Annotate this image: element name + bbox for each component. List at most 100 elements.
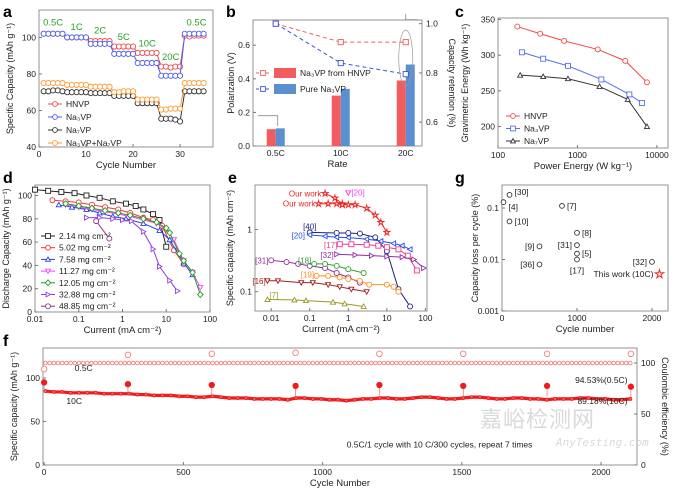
data-point	[260, 86, 266, 92]
data-point	[543, 382, 551, 389]
data-point	[93, 390, 98, 395]
data-point	[197, 360, 203, 366]
data-point	[60, 389, 65, 394]
data-point	[376, 350, 383, 358]
y2-tick-label: 0.6	[426, 117, 438, 127]
data-point	[102, 391, 106, 396]
data-point	[376, 217, 386, 227]
data-point	[574, 250, 580, 257]
data-point	[302, 396, 307, 400]
y-tick-label: 20	[23, 284, 33, 294]
data-point	[394, 396, 399, 401]
y-tick-label: 300	[481, 50, 495, 60]
data-point	[167, 277, 174, 284]
y-tick-label: 0.0	[238, 141, 250, 151]
data-point	[561, 396, 566, 401]
x-tick-label: 0.1	[73, 314, 85, 324]
data-point	[285, 360, 291, 366]
data-point	[110, 391, 115, 396]
watermark-cn: 嘉峪检测网	[480, 408, 596, 433]
data-point	[127, 391, 132, 396]
data-point	[101, 206, 109, 215]
data-point	[644, 79, 650, 86]
y-tick-label: 40	[27, 142, 37, 152]
data-point	[273, 360, 278, 366]
bar	[275, 128, 285, 146]
data-point	[93, 218, 100, 225]
data-point	[578, 396, 583, 400]
data-point	[490, 360, 495, 366]
data-point	[76, 360, 82, 366]
data-point	[510, 113, 516, 119]
series-5	[336, 241, 420, 274]
y-tick-label: 80	[27, 69, 37, 79]
panel-d: d 0.01 0.1 1 10 100 0 20 40 60 80 100 Current (mA cm…	[1, 170, 217, 336]
series-4	[62, 199, 204, 299]
data-point	[130, 88, 137, 95]
data-point	[544, 397, 549, 402]
data-point	[244, 396, 248, 400]
series-8	[311, 260, 367, 276]
data-point	[174, 287, 181, 295]
data-point	[96, 194, 103, 201]
data-point	[360, 270, 367, 276]
plot-frame	[497, 17, 669, 149]
data-point	[544, 360, 550, 366]
data-point	[45, 187, 52, 194]
data-point	[375, 242, 382, 249]
legend-label: Na₇VP	[66, 125, 91, 135]
data-point	[291, 296, 298, 303]
data-point	[210, 394, 215, 399]
reference-label: [36]	[520, 260, 534, 270]
data-point	[540, 360, 545, 366]
data-point	[335, 360, 341, 366]
data-point	[603, 360, 608, 366]
x-tick-label: 1	[120, 314, 125, 324]
data-point	[594, 396, 599, 401]
series-2	[40, 87, 207, 125]
data-point	[68, 360, 73, 366]
data-point	[76, 390, 81, 395]
y-tick-label: 1	[247, 225, 252, 235]
legend-label: 7.58 mg cm⁻²	[59, 254, 111, 264]
data-point	[252, 396, 257, 401]
x-tick-label: 0.01	[27, 314, 44, 324]
x-tick-label: 10C	[333, 148, 349, 158]
legend-label: Na₃VP from HNVP	[300, 68, 371, 78]
x-tick-label: 2000	[592, 467, 611, 477]
data-point	[333, 270, 340, 276]
data-point	[514, 23, 521, 30]
data-point	[369, 360, 374, 366]
x-axis-label: Current (mA cm⁻²)	[302, 324, 380, 335]
watermark-en: AnyTesting.com	[556, 436, 649, 449]
data-point	[306, 231, 313, 239]
data-point	[369, 396, 374, 401]
y-tick-label: 60	[23, 237, 33, 247]
data-point	[352, 397, 357, 402]
data-point	[511, 360, 516, 366]
data-point	[210, 360, 215, 366]
rate-label: 0.5C	[43, 18, 63, 29]
data-point	[574, 242, 580, 249]
legend-label: 2.14 mg cm⁻²	[59, 231, 111, 241]
data-point	[628, 360, 633, 366]
legend-swatch	[274, 68, 296, 78]
data-point	[395, 246, 402, 253]
series-1	[40, 30, 207, 79]
x-axis-label: Cycle Number	[310, 478, 370, 489]
data-point	[185, 360, 190, 366]
data-point	[247, 360, 253, 366]
y-tick-label: 80	[23, 214, 33, 224]
data-point	[436, 396, 441, 400]
x-tick-label: 1000	[568, 313, 587, 323]
data-point	[486, 360, 491, 366]
data-point	[264, 360, 270, 366]
data-point	[44, 279, 52, 287]
data-point	[310, 396, 315, 401]
data-point	[653, 267, 666, 280]
data-point	[151, 360, 157, 366]
data-point	[440, 360, 445, 366]
data-point	[292, 349, 299, 357]
series-2	[55, 201, 196, 278]
panel-letter: e	[228, 170, 237, 187]
